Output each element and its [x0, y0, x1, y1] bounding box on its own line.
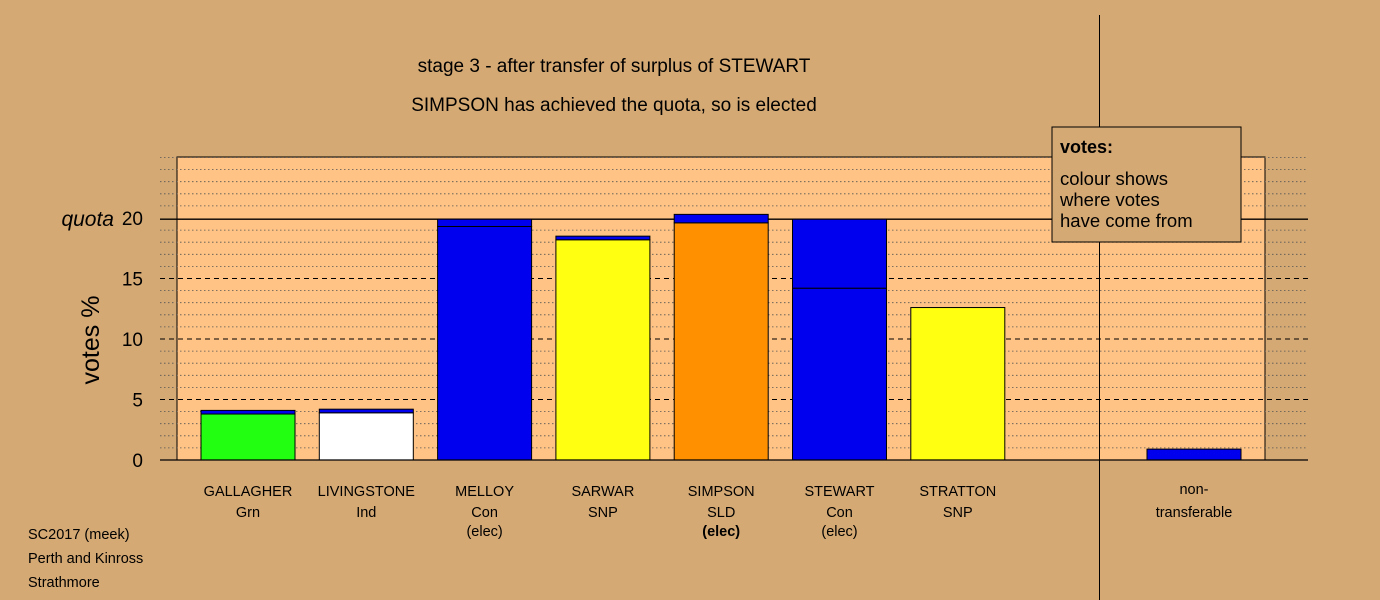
- bars: [200, 213, 1242, 461]
- y-axis-label: votes %: [77, 296, 105, 385]
- bar-melloy-segment: [437, 225, 533, 461]
- legend: votes: colour shows where votes have com…: [1051, 126, 1242, 243]
- candidate-status: (elec): [466, 524, 502, 540]
- chart-title: stage 3 - after transfer of surplus of S…: [418, 56, 811, 77]
- candidate-name: LIVINGSTONE: [318, 484, 416, 500]
- quota-label: quota: [61, 208, 114, 231]
- candidate-party: SNP: [943, 505, 973, 521]
- candidate-party: SLD: [707, 505, 735, 521]
- y-tick-label: 15: [122, 270, 143, 291]
- x-labels: GALLAGHER Grn LIVINGSTONE Ind MELLOY Con (elec…: [204, 482, 1233, 540]
- bar-melloy-segment: [437, 218, 533, 227]
- candidate-status: (elec): [821, 524, 857, 540]
- candidate-party: Grn: [236, 505, 260, 521]
- bar-gallagher-segment: [200, 409, 296, 415]
- legend-line: where votes: [1059, 189, 1160, 210]
- footer-line: Strathmore: [28, 575, 100, 591]
- y-tick-label: 5: [132, 391, 143, 412]
- bar-sarwar-segment: [555, 235, 651, 241]
- legend-box: [1051, 126, 1242, 243]
- chart-subtitle: SIMPSON has achieved the quota, so is el…: [411, 95, 817, 116]
- y-tick-label: 20: [122, 209, 143, 230]
- bar-simpson-segment: [673, 222, 769, 461]
- footer-line: Perth and Kinross: [28, 551, 143, 567]
- candidate-name: SIMPSON: [688, 484, 755, 500]
- legend-line: colour shows: [1060, 168, 1168, 189]
- bar-simpson-segment: [673, 213, 769, 224]
- candidate-party: Con: [826, 505, 853, 521]
- candidate-party: Con: [471, 505, 498, 521]
- bar-gallagher-segment: [200, 413, 296, 461]
- bar-stewart-segment: [792, 218, 887, 289]
- legend-line: have come from: [1060, 210, 1193, 231]
- footer-line: SC2017 (meek): [28, 527, 130, 543]
- bar-stratton-segment: [910, 307, 1006, 461]
- bar-livingstone-segment: [318, 412, 414, 461]
- bar-nontransferable-segment: [1146, 448, 1242, 461]
- nontransferable-label: non-: [1179, 482, 1208, 498]
- candidate-status: (elec): [702, 524, 740, 540]
- candidate-name: STEWART: [804, 484, 874, 500]
- candidate-party: Ind: [356, 505, 376, 521]
- nontransferable-label: transferable: [1156, 505, 1233, 521]
- candidate-name: GALLAGHER: [204, 484, 293, 500]
- bar-sarwar-segment: [555, 239, 651, 461]
- y-axis: 0 5 10 15 20: [122, 209, 143, 472]
- bar-stewart-segment: [792, 287, 887, 461]
- candidate-name: SARWAR: [571, 484, 634, 500]
- candidate-name: MELLOY: [455, 484, 514, 500]
- candidate-party: SNP: [588, 505, 618, 521]
- y-tick-label: 10: [122, 330, 143, 351]
- candidate-name: STRATTON: [919, 484, 996, 500]
- legend-title: votes:: [1060, 137, 1113, 157]
- y-tick-label: 0: [132, 451, 143, 472]
- bar-livingstone-segment: [318, 408, 414, 414]
